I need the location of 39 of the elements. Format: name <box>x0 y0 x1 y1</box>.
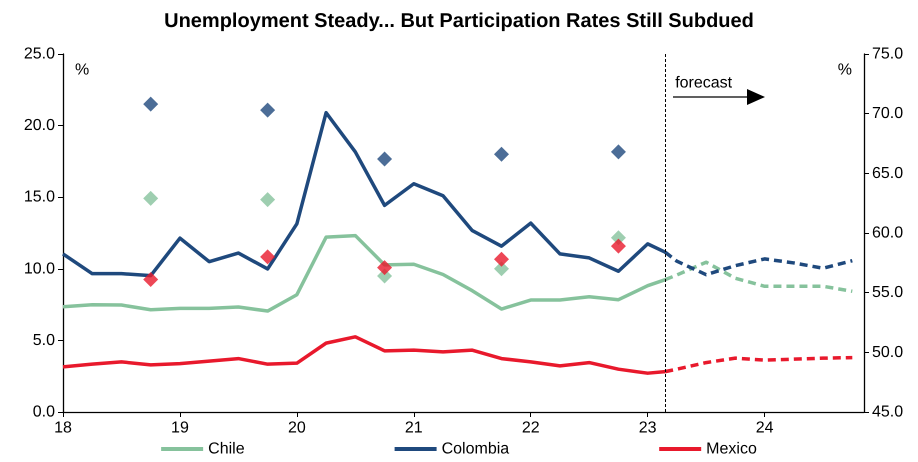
point <box>610 144 626 160</box>
point <box>610 238 626 254</box>
y-tick-label: 20.0 <box>24 117 56 134</box>
x-tick-label: 22 <box>522 420 540 436</box>
y-tick-label: 5.0 <box>32 332 56 349</box>
legend-label: Colombia <box>442 440 510 458</box>
y-tick-label: 10.0 <box>24 260 56 278</box>
point <box>377 152 392 167</box>
point <box>260 192 276 208</box>
y-axis-title: % <box>75 62 90 78</box>
x-tick-label: 18 <box>54 420 72 436</box>
point <box>260 102 276 118</box>
ref-line-label: forecast <box>675 74 733 92</box>
y-tick-label: 15.0 <box>24 188 56 206</box>
x-tick-label: 20 <box>288 420 306 436</box>
y2-tick-label: 65.0 <box>872 164 904 182</box>
point <box>143 272 158 288</box>
point <box>143 190 158 206</box>
y2-tick-label: 70.0 <box>872 105 904 122</box>
y2-tick-label: 45.0 <box>872 404 904 420</box>
y2-tick-label: 75.0 <box>872 46 904 62</box>
legend-label: Mexico <box>706 440 757 458</box>
legend-label: Chile <box>208 440 245 458</box>
y2-tick-label: 50.0 <box>872 344 904 361</box>
y2-axis-title: % <box>838 62 852 78</box>
x-tick-label: 21 <box>404 420 423 436</box>
x-tick-label: 23 <box>638 420 657 436</box>
x-tick-label: 24 <box>756 420 774 436</box>
point <box>143 96 158 112</box>
y2-tick-label: 60.0 <box>872 224 904 242</box>
x-tick-label: 19 <box>171 420 189 436</box>
point <box>494 146 510 162</box>
y2-tick-label: 55.0 <box>872 284 904 302</box>
point <box>494 252 510 267</box>
chart-title: Unemployment Steady... But Participation Rates Still Subdued <box>164 10 754 32</box>
point <box>377 260 392 276</box>
y-tick-label: 0.0 <box>32 404 56 420</box>
y-tick-label: 25.0 <box>24 46 56 62</box>
point <box>260 249 276 264</box>
